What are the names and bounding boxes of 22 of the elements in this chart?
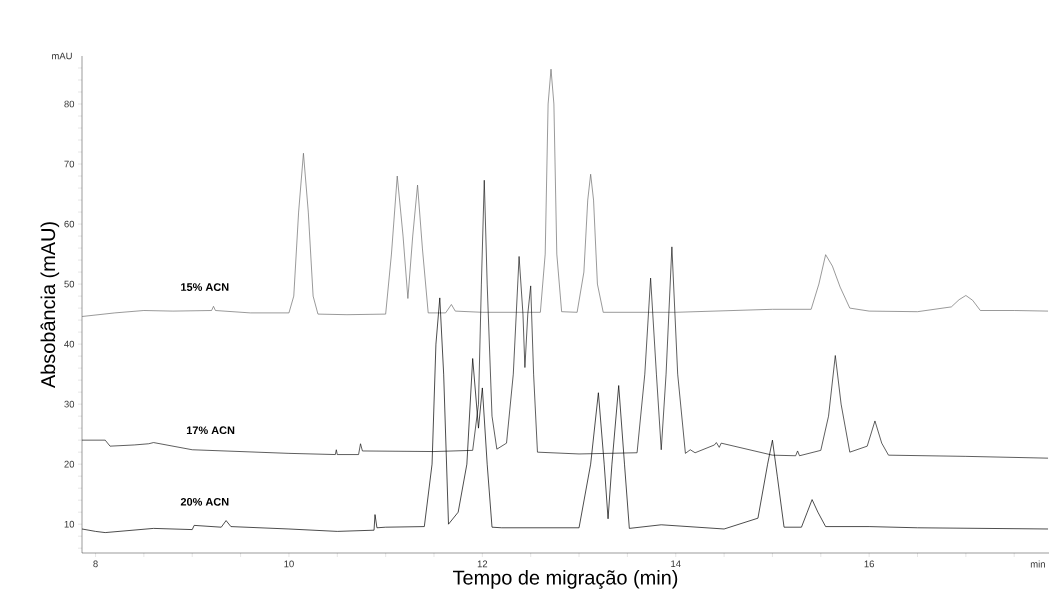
y-tick-label: 30 xyxy=(64,400,75,408)
x-tick-label: 14 xyxy=(671,560,681,568)
x-axis-title: Tempo de migração (min) xyxy=(453,570,678,589)
x-tick-label: 8 xyxy=(93,560,98,568)
x-tick-label: 16 xyxy=(864,560,874,568)
y-tick-label: 50 xyxy=(64,280,75,288)
y-tick-label: 70 xyxy=(64,160,75,168)
y-axis-title: Absobância (mAU) xyxy=(40,222,60,389)
y-tick-label: 10 xyxy=(64,520,75,528)
annotation: 15% ACN xyxy=(181,283,229,291)
annotation: 17% ACN xyxy=(186,426,235,435)
text: mAU xyxy=(52,52,72,60)
x-tick-label: 12 xyxy=(477,560,488,568)
x-tick-label: 10 xyxy=(284,560,294,568)
annotation: 20% ACN xyxy=(180,497,229,506)
text: min xyxy=(1030,560,1045,568)
y-tick-label: 60 xyxy=(64,220,75,228)
line-series xyxy=(81,68,1049,317)
line-series xyxy=(81,179,1049,459)
y-tick-label: 20 xyxy=(64,460,75,468)
y-tick-label: 40 xyxy=(64,340,75,348)
y-tick-label: 80 xyxy=(64,100,75,108)
